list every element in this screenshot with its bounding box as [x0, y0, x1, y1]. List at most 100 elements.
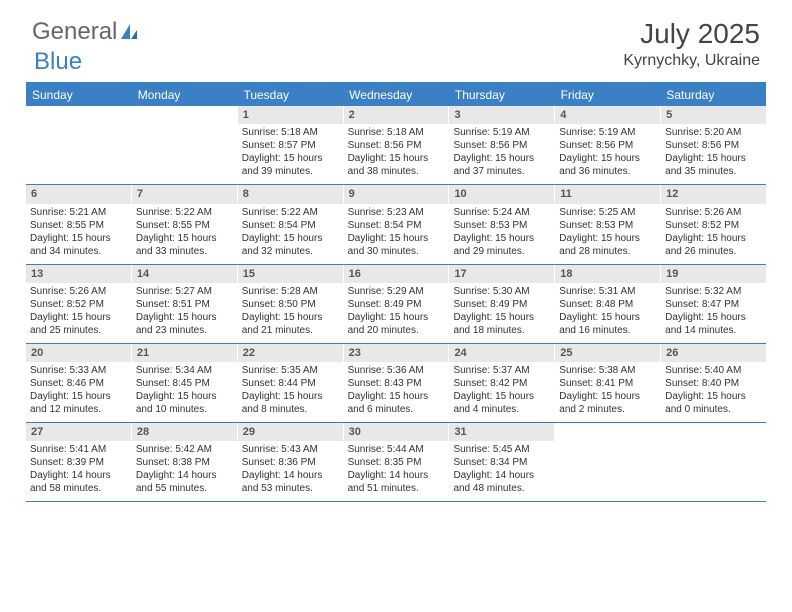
- day-body: Sunrise: 5:22 AMSunset: 8:54 PMDaylight:…: [238, 204, 343, 264]
- day-cell: 20Sunrise: 5:33 AMSunset: 8:46 PMDayligh…: [26, 344, 132, 422]
- day-number: 13: [26, 265, 131, 283]
- day-body: Sunrise: 5:42 AMSunset: 8:38 PMDaylight:…: [132, 441, 237, 501]
- day-number: 29: [238, 423, 343, 441]
- sunset-line: Sunset: 8:41 PM: [559, 377, 656, 390]
- logo-text-general: General: [32, 18, 117, 46]
- sunset-line: Sunset: 8:52 PM: [665, 219, 762, 232]
- day-cell: 7Sunrise: 5:22 AMSunset: 8:55 PMDaylight…: [132, 185, 238, 263]
- sunrise-line: Sunrise: 5:22 AM: [242, 206, 339, 219]
- day-cell: 16Sunrise: 5:29 AMSunset: 8:49 PMDayligh…: [344, 265, 450, 343]
- sunset-line: Sunset: 8:42 PM: [453, 377, 550, 390]
- day-number: 9: [344, 185, 449, 203]
- day-number: 4: [555, 106, 660, 124]
- sunrise-line: Sunrise: 5:21 AM: [30, 206, 127, 219]
- day-body: Sunrise: 5:26 AMSunset: 8:52 PMDaylight:…: [26, 283, 131, 343]
- day-number: 24: [449, 344, 554, 362]
- week-row: 6Sunrise: 5:21 AMSunset: 8:55 PMDaylight…: [26, 185, 766, 264]
- day-cell: 10Sunrise: 5:24 AMSunset: 8:53 PMDayligh…: [449, 185, 555, 263]
- daylight-line: Daylight: 15 hours and 21 minutes.: [242, 311, 339, 337]
- sunrise-line: Sunrise: 5:22 AM: [136, 206, 233, 219]
- day-cell: 2Sunrise: 5:18 AMSunset: 8:56 PMDaylight…: [344, 106, 450, 184]
- day-body: Sunrise: 5:34 AMSunset: 8:45 PMDaylight:…: [132, 362, 237, 422]
- sunset-line: Sunset: 8:56 PM: [559, 139, 656, 152]
- sunrise-line: Sunrise: 5:30 AM: [453, 285, 550, 298]
- day-body: Sunrise: 5:31 AMSunset: 8:48 PMDaylight:…: [555, 283, 660, 343]
- sunset-line: Sunset: 8:55 PM: [136, 219, 233, 232]
- sunrise-line: Sunrise: 5:25 AM: [559, 206, 656, 219]
- weekday-header-cell: Wednesday: [343, 84, 449, 106]
- day-number: 8: [238, 185, 343, 203]
- day-number: 17: [449, 265, 554, 283]
- day-cell: 9Sunrise: 5:23 AMSunset: 8:54 PMDaylight…: [344, 185, 450, 263]
- daylight-line: Daylight: 15 hours and 35 minutes.: [665, 152, 762, 178]
- daylight-line: Daylight: 15 hours and 10 minutes.: [136, 390, 233, 416]
- day-number: 15: [238, 265, 343, 283]
- title-block: July 2025 Kyrnychky, Ukraine: [623, 18, 760, 70]
- day-number: [132, 106, 237, 124]
- weekday-header-cell: Tuesday: [237, 84, 343, 106]
- sunrise-line: Sunrise: 5:35 AM: [242, 364, 339, 377]
- daylight-line: Daylight: 15 hours and 32 minutes.: [242, 232, 339, 258]
- sunset-line: Sunset: 8:35 PM: [348, 456, 445, 469]
- day-cell: 22Sunrise: 5:35 AMSunset: 8:44 PMDayligh…: [238, 344, 344, 422]
- sunset-line: Sunset: 8:49 PM: [348, 298, 445, 311]
- sunrise-line: Sunrise: 5:40 AM: [665, 364, 762, 377]
- logo-sail-icon: [119, 22, 139, 42]
- day-cell: 18Sunrise: 5:31 AMSunset: 8:48 PMDayligh…: [555, 265, 661, 343]
- day-cell: 3Sunrise: 5:19 AMSunset: 8:56 PMDaylight…: [449, 106, 555, 184]
- weekday-header-cell: Saturday: [660, 84, 766, 106]
- daylight-line: Daylight: 14 hours and 48 minutes.: [453, 469, 550, 495]
- day-cell: 29Sunrise: 5:43 AMSunset: 8:36 PMDayligh…: [238, 423, 344, 501]
- day-cell: 15Sunrise: 5:28 AMSunset: 8:50 PMDayligh…: [238, 265, 344, 343]
- day-number: 2: [344, 106, 449, 124]
- day-number: 31: [449, 423, 554, 441]
- daylight-line: Daylight: 15 hours and 16 minutes.: [559, 311, 656, 337]
- sunrise-line: Sunrise: 5:42 AM: [136, 443, 233, 456]
- sunrise-line: Sunrise: 5:34 AM: [136, 364, 233, 377]
- sunset-line: Sunset: 8:47 PM: [665, 298, 762, 311]
- day-cell: 8Sunrise: 5:22 AMSunset: 8:54 PMDaylight…: [238, 185, 344, 263]
- sunrise-line: Sunrise: 5:36 AM: [348, 364, 445, 377]
- daylight-line: Daylight: 15 hours and 12 minutes.: [30, 390, 127, 416]
- day-body: Sunrise: 5:22 AMSunset: 8:55 PMDaylight:…: [132, 204, 237, 264]
- daylight-line: Daylight: 15 hours and 25 minutes.: [30, 311, 127, 337]
- day-body: Sunrise: 5:45 AMSunset: 8:34 PMDaylight:…: [449, 441, 554, 501]
- sunset-line: Sunset: 8:43 PM: [348, 377, 445, 390]
- day-body: Sunrise: 5:19 AMSunset: 8:56 PMDaylight:…: [555, 124, 660, 184]
- sunset-line: Sunset: 8:39 PM: [30, 456, 127, 469]
- sunset-line: Sunset: 8:56 PM: [348, 139, 445, 152]
- sunrise-line: Sunrise: 5:26 AM: [30, 285, 127, 298]
- weeks-container: 1Sunrise: 5:18 AMSunset: 8:57 PMDaylight…: [26, 106, 766, 502]
- day-body: Sunrise: 5:29 AMSunset: 8:49 PMDaylight:…: [344, 283, 449, 343]
- sunset-line: Sunset: 8:45 PM: [136, 377, 233, 390]
- daylight-line: Daylight: 14 hours and 58 minutes.: [30, 469, 127, 495]
- daylight-line: Daylight: 15 hours and 30 minutes.: [348, 232, 445, 258]
- day-cell: 26Sunrise: 5:40 AMSunset: 8:40 PMDayligh…: [661, 344, 766, 422]
- day-cell: 19Sunrise: 5:32 AMSunset: 8:47 PMDayligh…: [661, 265, 766, 343]
- day-body: Sunrise: 5:32 AMSunset: 8:47 PMDaylight:…: [661, 283, 766, 343]
- daylight-line: Daylight: 14 hours and 55 minutes.: [136, 469, 233, 495]
- week-row: 27Sunrise: 5:41 AMSunset: 8:39 PMDayligh…: [26, 423, 766, 502]
- sunset-line: Sunset: 8:54 PM: [242, 219, 339, 232]
- day-number: [555, 423, 660, 441]
- day-number: 30: [344, 423, 449, 441]
- sunrise-line: Sunrise: 5:24 AM: [453, 206, 550, 219]
- day-cell: 30Sunrise: 5:44 AMSunset: 8:35 PMDayligh…: [344, 423, 450, 501]
- sunrise-line: Sunrise: 5:26 AM: [665, 206, 762, 219]
- day-body: Sunrise: 5:41 AMSunset: 8:39 PMDaylight:…: [26, 441, 131, 501]
- day-number: 16: [344, 265, 449, 283]
- sunset-line: Sunset: 8:56 PM: [453, 139, 550, 152]
- day-number: 23: [344, 344, 449, 362]
- sunrise-line: Sunrise: 5:18 AM: [348, 126, 445, 139]
- day-cell: 23Sunrise: 5:36 AMSunset: 8:43 PMDayligh…: [344, 344, 450, 422]
- weekday-header-cell: Thursday: [449, 84, 555, 106]
- sunrise-line: Sunrise: 5:19 AM: [559, 126, 656, 139]
- day-number: [26, 106, 131, 124]
- daylight-line: Daylight: 15 hours and 26 minutes.: [665, 232, 762, 258]
- sunset-line: Sunset: 8:51 PM: [136, 298, 233, 311]
- calendar: SundayMondayTuesdayWednesdayThursdayFrid…: [26, 82, 766, 502]
- day-number: 7: [132, 185, 237, 203]
- sunrise-line: Sunrise: 5:37 AM: [453, 364, 550, 377]
- sunrise-line: Sunrise: 5:41 AM: [30, 443, 127, 456]
- sunrise-line: Sunrise: 5:19 AM: [453, 126, 550, 139]
